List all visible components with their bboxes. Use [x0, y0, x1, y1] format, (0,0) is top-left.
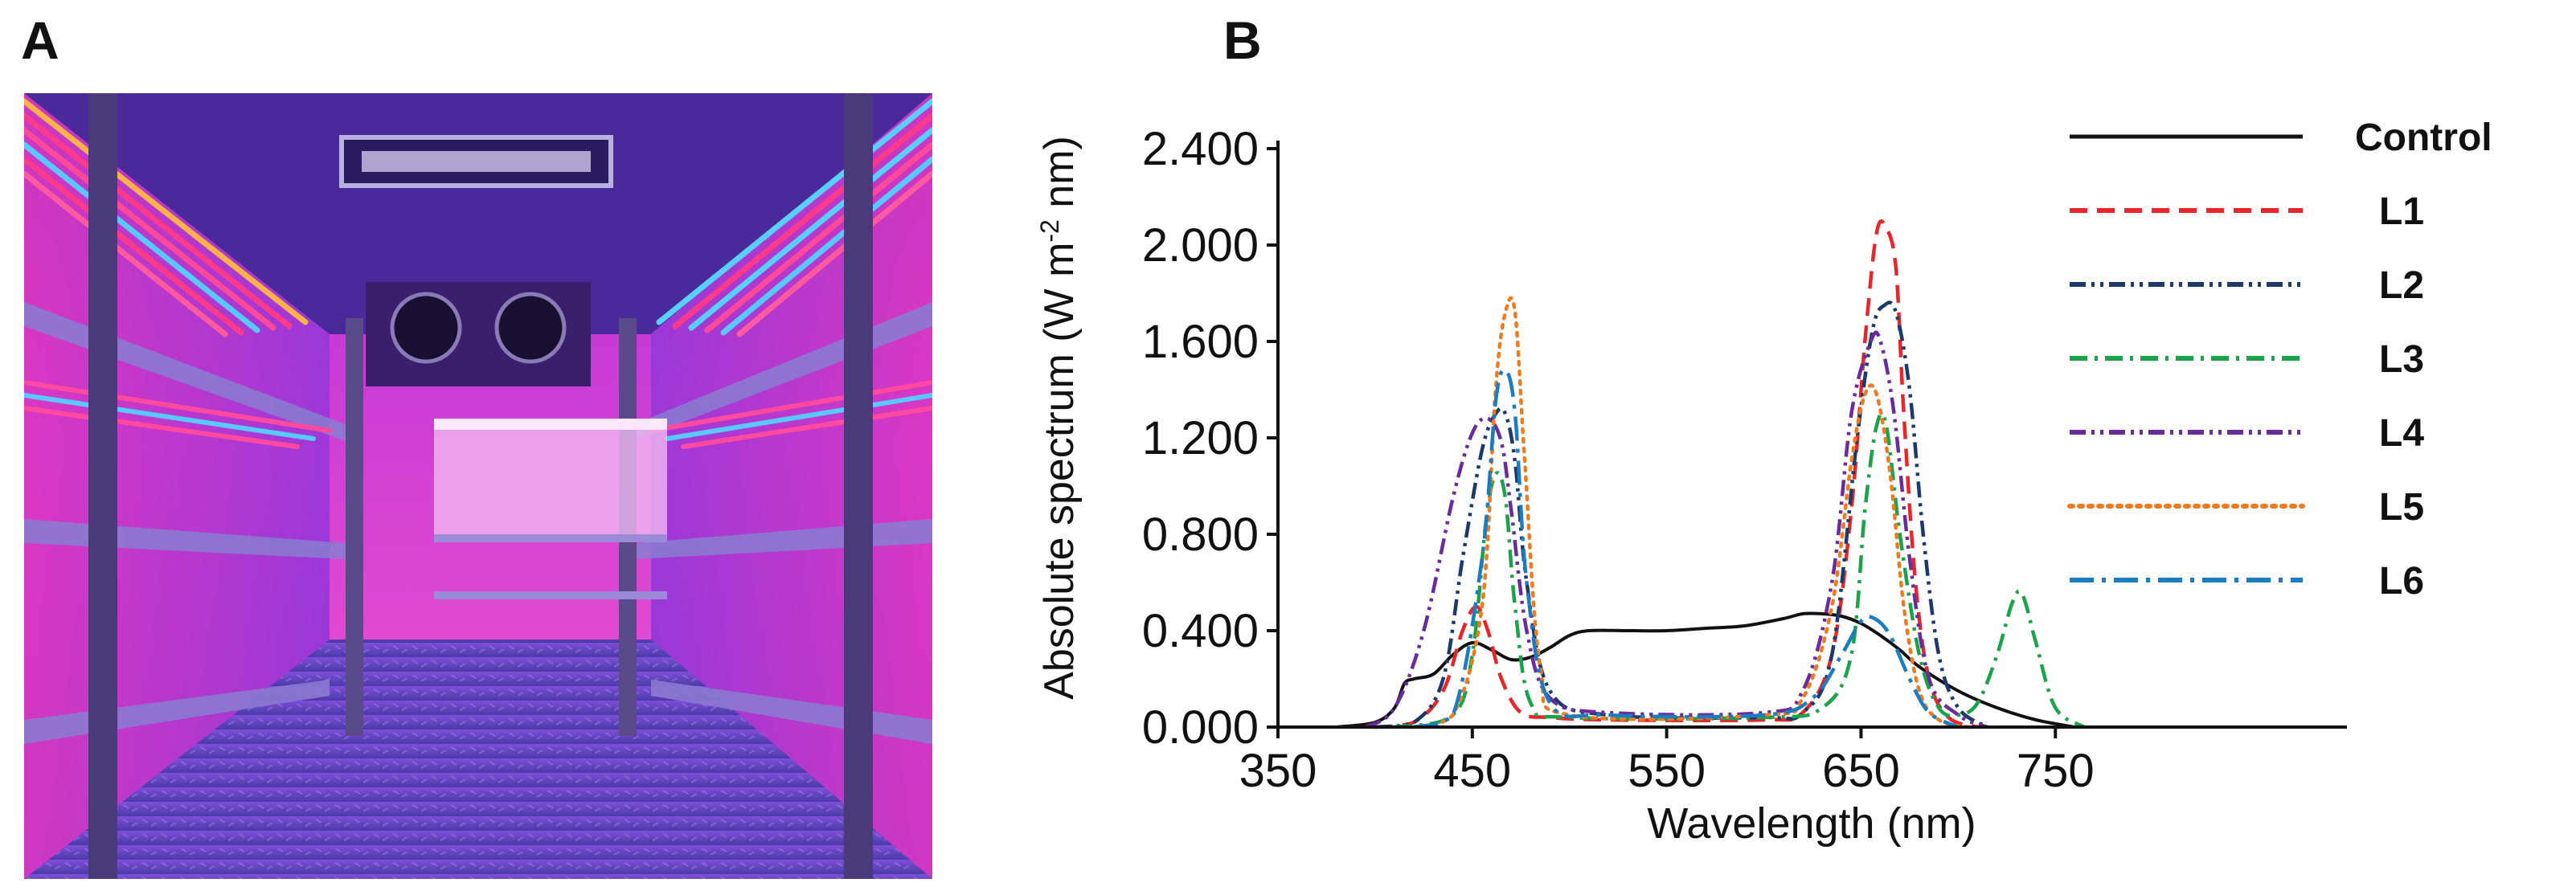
legend-label-l5: L5	[2379, 486, 2424, 529]
panel-label-a: A	[21, 10, 59, 70]
growth-chamber-photo	[24, 93, 932, 879]
panel-label-b: B	[1223, 10, 1262, 70]
y-tick-label: 1.600	[1142, 316, 1259, 368]
legend-label-l3: L3	[2379, 338, 2424, 381]
legend-label-l4: L4	[2379, 412, 2424, 455]
y-tick-label: 0.800	[1142, 509, 1259, 561]
y-tick-label: 0.000	[1142, 701, 1259, 754]
x-tick-label: 550	[1628, 745, 1706, 797]
x-tick-label: 450	[1433, 745, 1511, 797]
y-tick-label: 2.000	[1142, 219, 1259, 272]
series-line-l2	[1374, 300, 1988, 729]
axes: 0.000 0.400 0.800 1.200 1.600 2.000 2.400 350 45…	[1142, 123, 2347, 797]
y-axis-label: Absolute spectrum (W m-2 nm)	[1035, 136, 1083, 700]
legend-label-l1: L1	[2379, 190, 2424, 233]
legend-label-control: Control	[2355, 116, 2492, 159]
series-line-control	[1336, 611, 2075, 729]
y-tick-label: 2.400	[1142, 123, 1259, 175]
y-tick-label: 0.400	[1142, 605, 1259, 657]
plot-area	[1336, 219, 2086, 729]
x-tick-label: 750	[2017, 745, 2095, 797]
series-line-l5	[1412, 296, 1970, 729]
spectrum-chart: 0.000 0.400 0.800 1.200 1.600 2.000 2.400 350 45…	[1035, 116, 2492, 848]
legend-label-l2: L2	[2379, 264, 2424, 307]
series-line-l1	[1374, 219, 1979, 729]
legend-label-l6: L6	[2379, 560, 2424, 603]
x-axis-label: Wavelength (nm)	[1647, 799, 1976, 848]
x-tick-label: 650	[1822, 745, 1900, 797]
series-line-l3	[1394, 411, 2086, 729]
x-tick-label: 350	[1239, 745, 1317, 797]
y-tick-label: 1.200	[1142, 412, 1259, 464]
series-line-l6	[1413, 368, 1960, 729]
legend: Control L1 L2 L3 L4 L5 L6	[2067, 116, 2492, 603]
series-line-l4	[1364, 330, 1988, 729]
